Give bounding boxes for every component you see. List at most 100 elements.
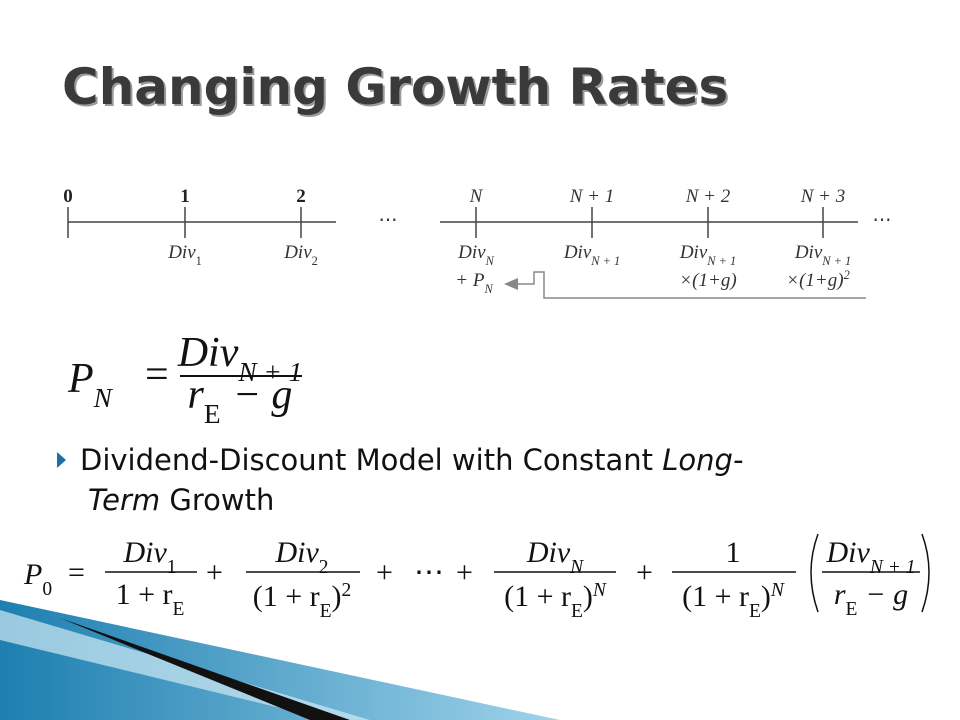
denominator: rE − g [188, 372, 293, 429]
time-label: 1 [180, 186, 190, 207]
div-sub: N [485, 254, 495, 268]
growth-exp: 2 [844, 268, 850, 282]
title-shadow: Changing Growth Rates [64, 60, 730, 118]
den-r: r [188, 372, 205, 418]
lhs: P [67, 356, 94, 402]
div: Div [457, 242, 486, 263]
den-exp: N [770, 580, 785, 601]
den-open: 1 + r [116, 578, 173, 611]
bracket-line [516, 271, 866, 299]
dots: ⋯ [414, 556, 444, 589]
den-close: ) [583, 580, 593, 613]
den-sub: E [571, 601, 583, 622]
time-label: 0 [63, 186, 73, 207]
den-close: ) [761, 580, 771, 613]
div: Div [167, 242, 196, 263]
div-sub: 1 [196, 254, 202, 268]
lhs-sub: N [93, 383, 114, 413]
p-sub: N [483, 282, 493, 296]
terminal-price: + PN [455, 270, 493, 296]
time-label: 2 [296, 186, 306, 207]
cash-flow: Div1 [167, 242, 202, 268]
num-sub: N + 1 [237, 357, 302, 387]
den-sub: E [749, 601, 761, 622]
den-rest: − g [233, 372, 293, 418]
cash-flow: DivN [457, 242, 494, 268]
growth-factor: ×(1+g) [786, 270, 843, 291]
ellipsis: ⋯ [873, 210, 892, 231]
den-open: (1 + r [504, 580, 571, 613]
paren-right [921, 533, 930, 613]
bullet-italic: Long- [662, 443, 743, 477]
ellipsis: ⋯ [379, 210, 398, 231]
denominator: 1 + rE [116, 578, 185, 620]
div-sub: 2 [312, 254, 318, 268]
num-sub: N + 1 [869, 557, 916, 578]
den-open: (1 + r [682, 580, 749, 613]
bullet-text: Dividend-Discount Model with Constant [80, 443, 662, 477]
time-label: N + 2 [685, 186, 731, 207]
num: Div [826, 536, 871, 569]
growth: ×(1+g)2 [786, 268, 849, 291]
num: Div [122, 536, 167, 569]
den-r: r [834, 578, 846, 611]
den-rest: − g [865, 578, 908, 611]
equals: = [68, 556, 85, 589]
cash-flow: DivN + 1 [563, 242, 620, 268]
denominator: (1 + rE)N [682, 580, 785, 622]
denominator: (1 + rE)N [504, 580, 607, 622]
plus: + [636, 556, 653, 589]
div: Div [679, 242, 708, 263]
num: Div [526, 536, 571, 569]
decor-stripe [60, 618, 350, 720]
div-sub: N + 1 [821, 254, 851, 268]
plus: + [206, 556, 223, 589]
num-sub: 1 [167, 557, 177, 578]
div-sub: N + 1 [590, 254, 620, 268]
div: Div [794, 242, 823, 263]
num: Div [177, 330, 239, 376]
denominator: (1 + rE)2 [253, 580, 352, 622]
title: Changing Growth Rates [62, 58, 728, 116]
den-close: ) [332, 580, 342, 613]
bullet-line: Term Growth [88, 483, 274, 517]
bullet-line: Dividend-Discount Model with Constant Lo… [80, 443, 743, 477]
num: Div [274, 536, 319, 569]
den-sub: E [173, 599, 185, 620]
time-label: N + 3 [800, 186, 846, 207]
formula2-lhs: P0 [23, 558, 52, 600]
growth: ×(1+g) [679, 270, 736, 291]
div: Div [283, 242, 312, 263]
den-sub: E [320, 601, 332, 622]
div-sub: N + 1 [706, 254, 736, 268]
lhs: P [23, 558, 42, 591]
formula1-lhs: PN [67, 356, 114, 413]
numerator: Div1 [122, 536, 176, 578]
plus: + [456, 556, 473, 589]
plus-p: + P [455, 270, 485, 291]
lhs-sub: 0 [42, 579, 52, 600]
num-sub: N [569, 557, 584, 578]
paren-left [810, 533, 819, 613]
den-sub: E [204, 399, 221, 429]
decor-band [0, 600, 560, 720]
timeline-lines [67, 207, 858, 238]
cash-flow: Div2 [283, 242, 318, 268]
den-exp: N [592, 580, 607, 601]
den-exp: 2 [342, 580, 352, 601]
num-sub: 2 [319, 557, 329, 578]
numerator: 1 [726, 536, 741, 569]
den-open: (1 + r [253, 580, 320, 613]
arrow-head [504, 278, 518, 290]
time-label: N + 1 [569, 186, 615, 207]
cash-flow: DivN + 1 [679, 242, 736, 268]
bullet-marker [57, 452, 66, 468]
div: Div [563, 242, 592, 263]
time-label: N [469, 186, 484, 207]
numerator: Div2 [274, 536, 328, 578]
bracket [516, 271, 866, 299]
equals: = [145, 352, 169, 398]
